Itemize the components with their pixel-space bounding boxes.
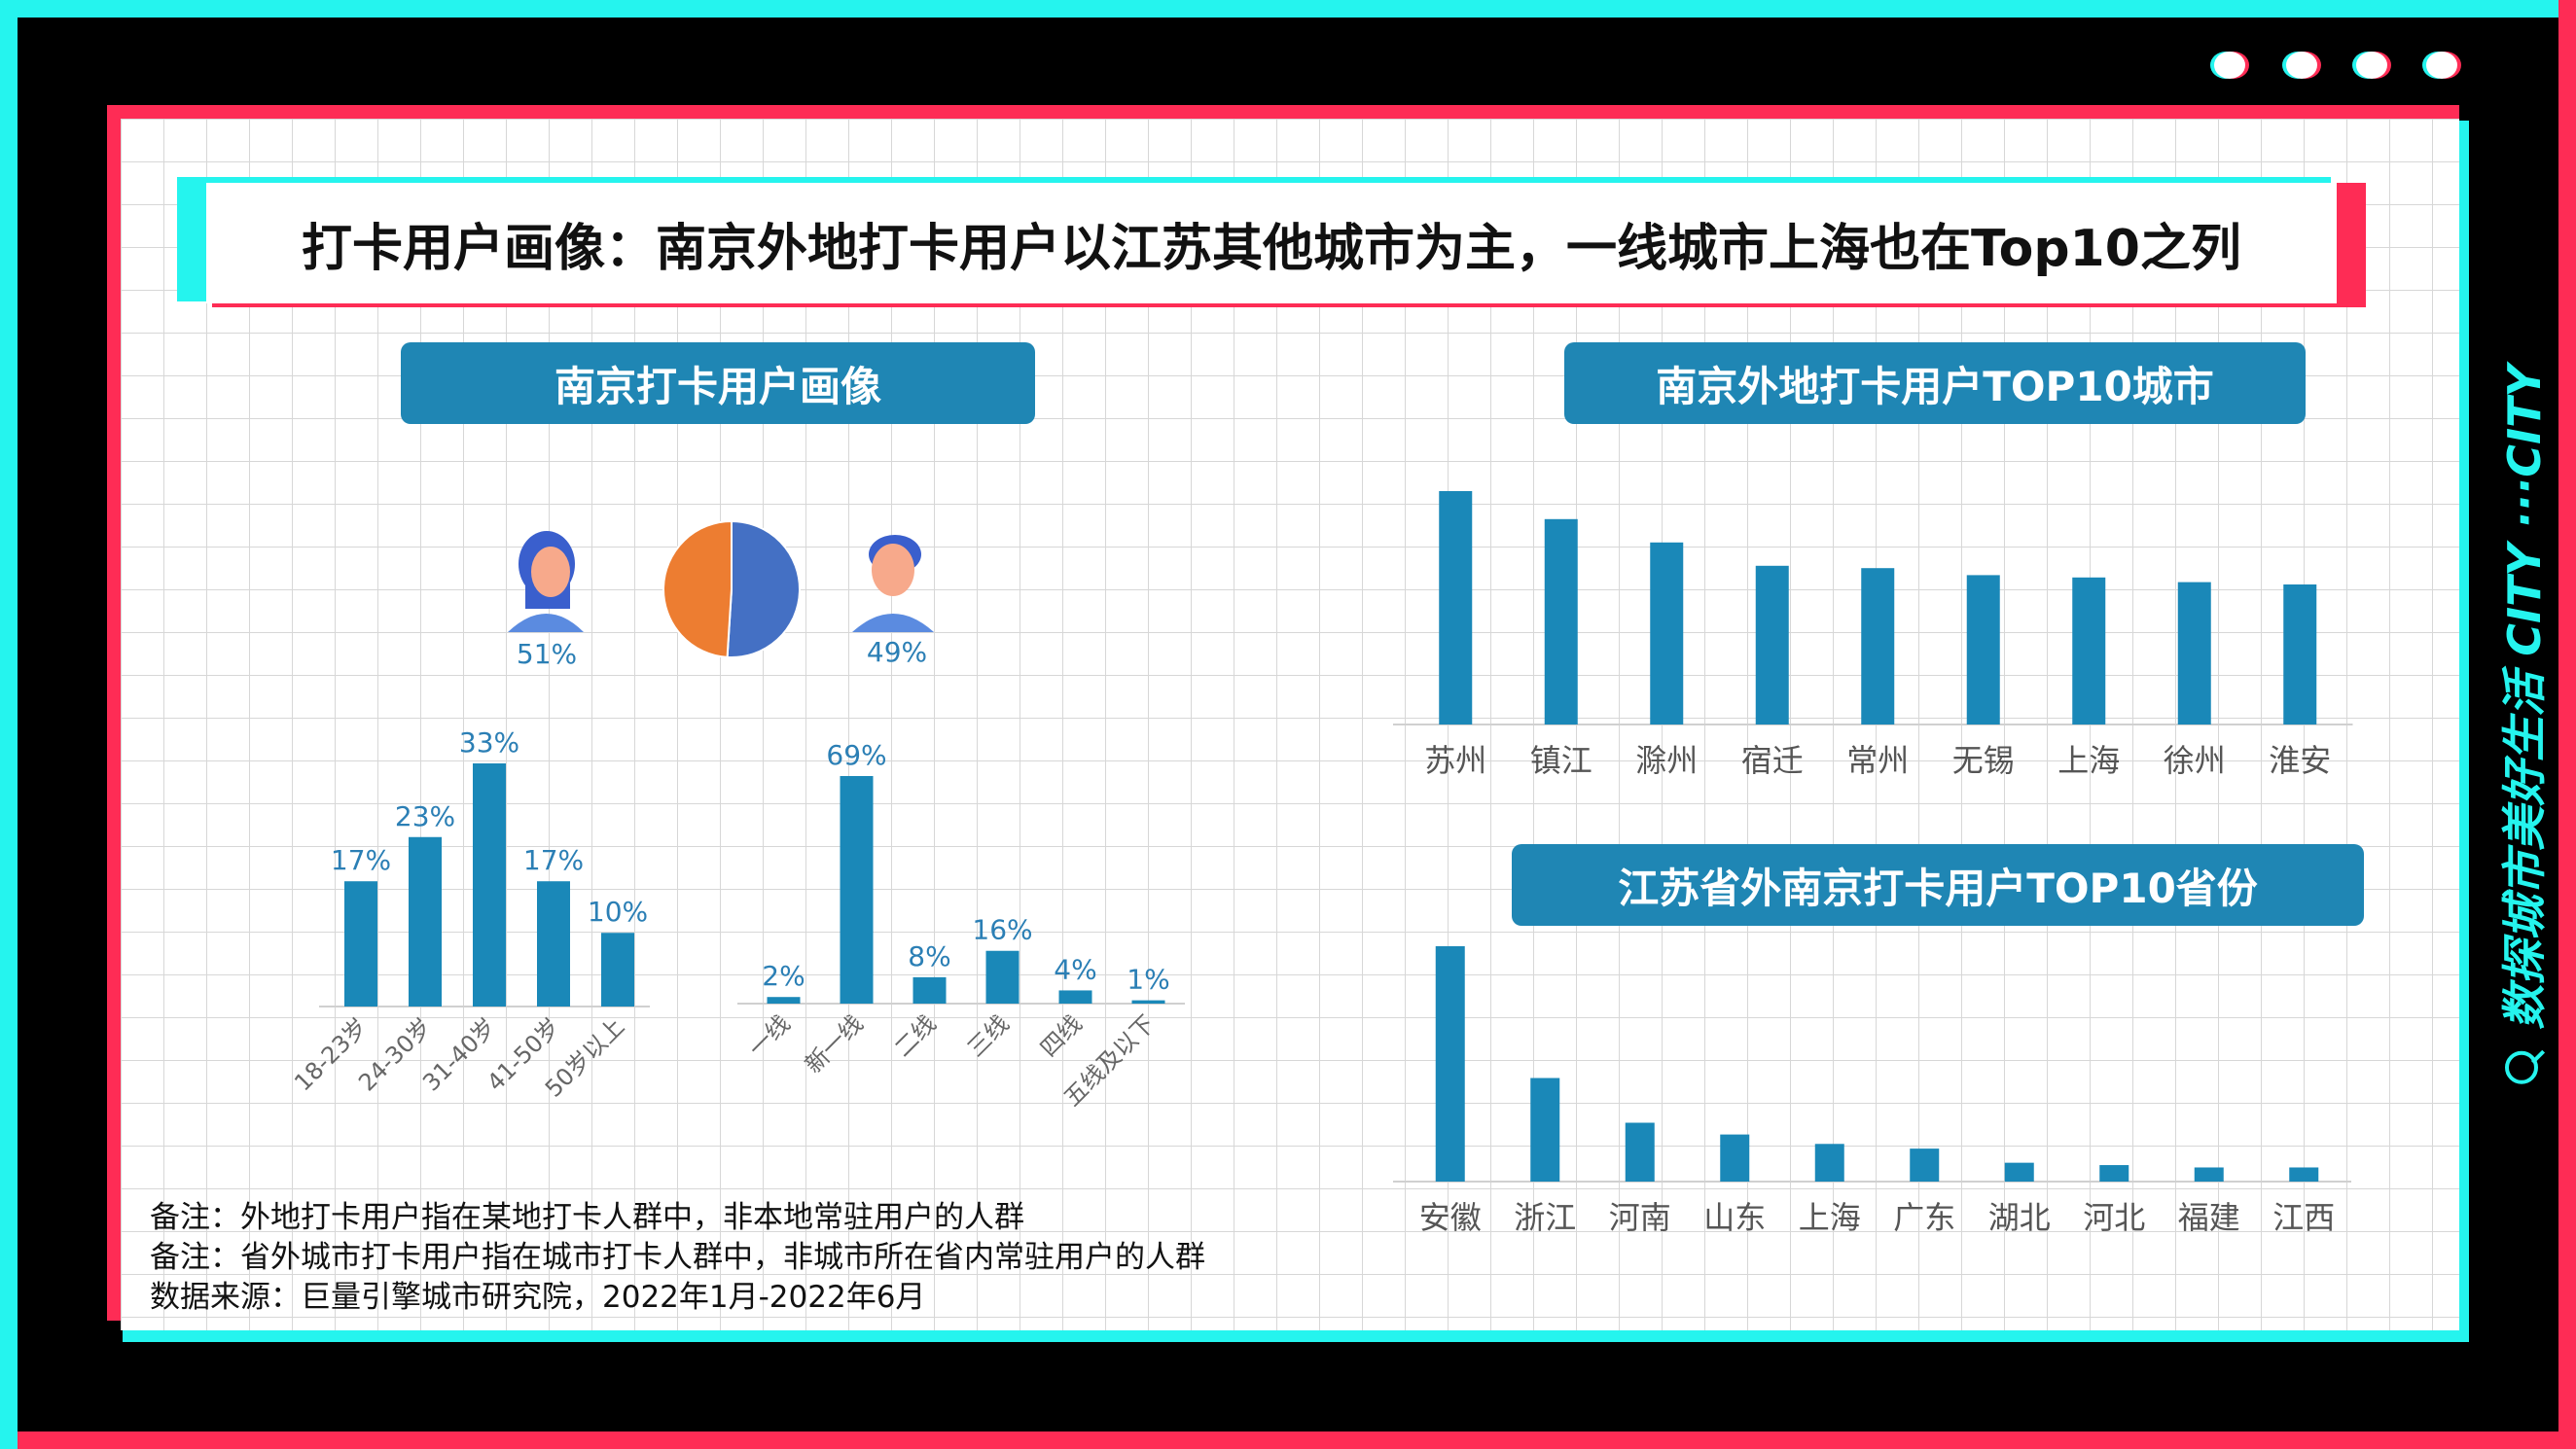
bar-value-label: 4% [1054,953,1096,985]
bar [840,776,874,1004]
bar-value-label: 16% [972,914,1032,946]
bar [1131,1000,1165,1004]
bar-value-label: 8% [908,940,950,972]
category-label: 三线 [962,1009,1015,1062]
age-bar-chart: 17%18-23岁23%24-30岁33%31-40岁17%41-50岁10%5… [289,726,650,1103]
bar [1625,1122,1655,1182]
window-dot [2214,52,2245,79]
note-line: 备注：外地打卡用户指在某地打卡人群中，非本地常驻用户的人群 [150,1200,1024,1235]
top-border [0,0,2576,18]
category-label: 江西 [2272,1199,2335,1236]
bar [2177,582,2211,724]
bar [1861,568,1895,724]
bar [2072,577,2106,724]
bar [601,933,634,1007]
page-title: 打卡用户画像：南京外地打卡用户以江苏其他城市为主，一线城市上海也在Top10之列 [206,183,2337,303]
bar [1814,1144,1844,1182]
category-label: 山东 [1703,1199,1766,1236]
footnotes: 备注：外地打卡用户指在某地打卡人群中，非本地常驻用户的人群 备注：省外城市打卡用… [150,1198,1205,1318]
bar-value-label: 1% [1127,964,1169,996]
bar [1058,990,1092,1004]
bar [2283,584,2317,724]
category-label: 上海 [1799,1199,1861,1236]
category-label: 一线 [743,1009,796,1062]
category-label: 上海 [2057,742,2120,779]
bar [473,763,506,1007]
bar [2004,1162,2034,1182]
category-label: 苏州 [1424,742,1486,779]
note-line: 数据来源：巨量引擎城市研究院，2022年1月-2022年6月 [150,1280,926,1315]
category-label: 安徽 [1419,1199,1482,1236]
category-label: 无锡 [1952,742,2015,779]
category-label: 湖北 [1988,1199,2051,1236]
bar-value-label: 17% [523,844,584,876]
bar-value-label: 69% [826,739,886,771]
bar [767,997,801,1004]
category-label: 滁州 [1635,742,1698,779]
category-label: 广东 [1893,1199,1955,1236]
bar [985,950,1020,1004]
category-label: 二线 [889,1009,942,1062]
bar [1650,542,1684,724]
bar [1720,1134,1750,1182]
male-icon [852,535,934,632]
gender-chart: 51% 49% [508,519,934,670]
window-dot [2356,52,2387,79]
category-label: 宿迁 [1741,742,1804,779]
bar-value-label: 10% [588,896,648,928]
category-label: 河南 [1609,1199,1671,1236]
bar-value-label: 33% [459,726,519,759]
category-label: 徐州 [2164,742,2226,779]
category-label: 四线 [1035,1009,1088,1062]
bar [1544,518,1578,724]
bar [409,836,442,1007]
bar [1530,1078,1560,1182]
side-banner-text: 数探城市美好生活 CITY ···CITY [2498,365,2551,1030]
bar [1755,565,1789,724]
right-border [2558,0,2576,1449]
category-label: 新一线 [800,1009,869,1078]
category-label: 浙江 [1514,1199,1576,1236]
male-share-label: 49% [867,636,927,668]
bar [537,881,570,1007]
bar [2099,1165,2129,1182]
pie-slice-female [726,519,801,658]
category-label: 淮安 [2269,742,2331,779]
gender-pie [662,519,801,658]
window-dot [2426,52,2457,79]
female-icon [508,531,584,632]
category-label: 河北 [2083,1199,2145,1236]
bar [344,881,377,1007]
pie-slice-male [662,519,733,658]
bar-value-label: 2% [762,960,805,992]
left-border [0,0,18,1449]
magnifier-icon [2505,1050,2538,1084]
bottom-border [0,1431,2576,1449]
female-share-label: 51% [517,638,577,670]
bar [912,976,947,1004]
bar [2289,1167,2319,1182]
bar [1435,946,1465,1182]
note-line: 备注：省外城市打卡用户指在城市打卡人群中，非城市所在省内常驻用户的人群 [150,1240,1205,1275]
bar [1439,491,1473,724]
section-header-top-provinces: 江苏省外南京打卡用户TOP10省份 [1512,844,2364,926]
top-provinces-bar-chart: 安徽 浙江 河南 山东 上海 广东 湖北 河北 福建 江西 [1393,946,2351,1236]
top-cities-bar-chart: 苏州 镇江 滁州 宿迁 常州 无锡 上海 徐州 淮安 [1393,491,2353,779]
category-label: 福建 [2178,1199,2240,1236]
bar-value-label: 23% [395,800,455,832]
category-label: 常州 [1846,742,1909,779]
category-label: 镇江 [1530,742,1592,779]
section-header-top-cities: 南京外地打卡用户TOP10城市 [1564,342,2306,424]
bar [1910,1149,1940,1182]
bar [1966,575,2000,724]
bar [2194,1167,2224,1182]
section-header-profile: 南京打卡用户画像 [401,342,1035,424]
window-dot [2286,52,2317,79]
bar-value-label: 17% [331,844,391,876]
